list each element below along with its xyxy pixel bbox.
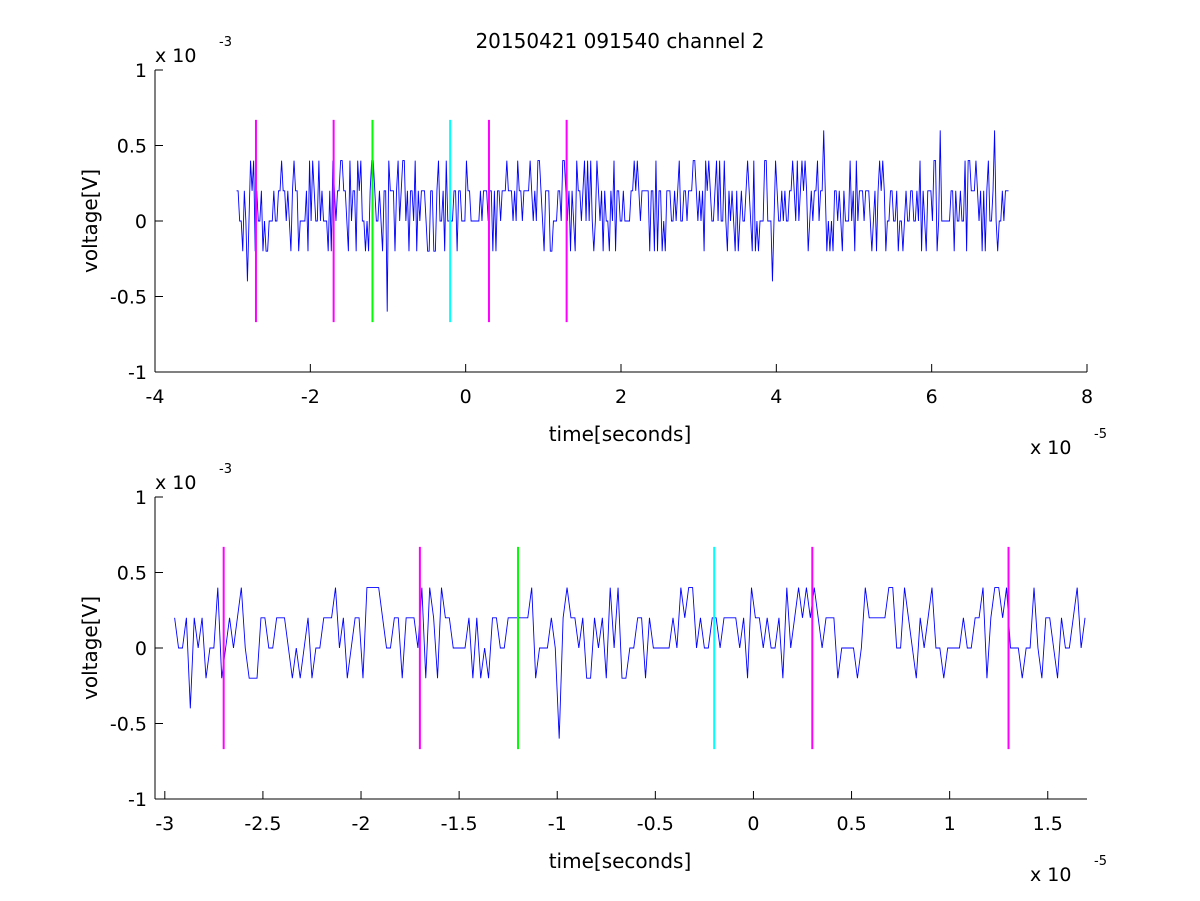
bottom-x-tick-label: -2 (352, 813, 371, 835)
bottom-x-tick-label: -2.5 (244, 813, 281, 835)
top-x-axis-label: time[seconds] (549, 422, 692, 446)
bottom-y-tick-label: 0 (135, 638, 147, 660)
top-y-tick-label: 0.5 (117, 136, 147, 158)
top-x-tick-label: -2 (301, 386, 320, 408)
top-panel: -1 -0.5 0 0.5 1 -4 -2 0 2 4 6 8 time[seconds] voltage… (78, 35, 1107, 459)
top-x-multiplier-exponent: -5 (1094, 427, 1107, 442)
top-y-multiplier-exponent: -3 (219, 35, 232, 50)
bottom-y-multiplier: x 10 (155, 472, 196, 494)
bottom-x-multiplier: x 10 (1030, 864, 1071, 886)
top-y-axis-label: voltage[V] (78, 169, 102, 273)
top-y-tick-label: 1 (135, 60, 147, 82)
top-x-tick-label: 2 (615, 386, 627, 408)
bottom-x-tick-label: -1.5 (441, 813, 478, 835)
top-x-multiplier: x 10 (1030, 437, 1071, 459)
top-y-multiplier: x 10 (155, 45, 196, 67)
bottom-y-tick-label: 1 (135, 487, 147, 509)
top-y-tick-label: -0.5 (110, 287, 147, 309)
bottom-x-tick-label: 1.5 (1033, 813, 1063, 835)
top-signal-series (236, 130, 1009, 312)
bottom-x-multiplier-exponent: -5 (1094, 854, 1107, 869)
top-y-tick-label: -1 (128, 362, 147, 384)
figure-title: 20150421 091540 channel 2 (475, 29, 764, 53)
bottom-x-tick-label: -3 (155, 813, 174, 835)
bottom-y-multiplier-exponent: -3 (219, 462, 232, 477)
bottom-x-axis-label: time[seconds] (549, 849, 692, 873)
bottom-panel: -1 -0.5 0 0.5 1 -3 -2.5 -2 -1.5 -1 -0.5 0 0.5 1 1.5 tim… (78, 462, 1107, 886)
top-x-tick-label: -4 (146, 386, 165, 408)
bottom-y-axis-label: voltage[V] (78, 596, 102, 700)
top-x-tick-label: 0 (460, 386, 472, 408)
bottom-x-tick-label: 0 (747, 813, 759, 835)
bottom-x-tick-label: -1 (548, 813, 567, 835)
top-x-tick-label: 8 (1081, 386, 1093, 408)
bottom-y-tick-label: 0.5 (117, 563, 147, 585)
bottom-x-tick-label: 0.5 (836, 813, 866, 835)
top-x-tick-label: 6 (926, 386, 938, 408)
bottom-x-tick-label: 1 (944, 813, 956, 835)
top-y-tick-label: 0 (135, 211, 147, 233)
bottom-signal-series (174, 587, 1086, 739)
bottom-y-tick-label: -0.5 (110, 714, 147, 736)
top-x-tick-label: 4 (770, 386, 782, 408)
bottom-x-tick-label: -0.5 (637, 813, 674, 835)
bottom-y-tick-label: -1 (128, 789, 147, 811)
